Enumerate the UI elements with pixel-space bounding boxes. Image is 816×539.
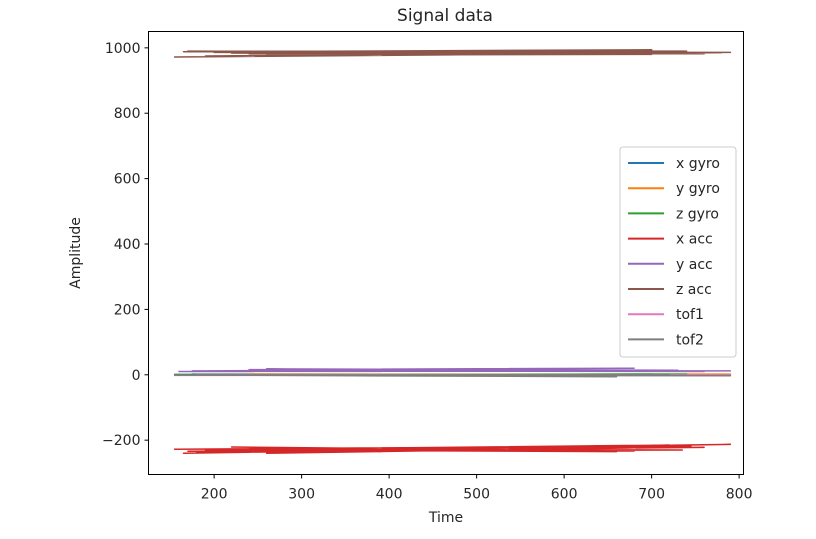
x-tick-label: 200: [201, 487, 228, 503]
legend-label: y acc: [676, 257, 713, 273]
series-line-tof2: [174, 374, 732, 378]
legend-label: x acc: [676, 232, 713, 248]
x-tick-label: 700: [638, 487, 665, 503]
series-layer: [174, 49, 732, 454]
y-tick-label: 800: [114, 106, 141, 122]
y-axis: −200 0 200 400 600 800 1000: [102, 41, 149, 449]
x-tick-label: 800: [726, 487, 753, 503]
series-line-x-acc: [174, 443, 732, 454]
y-tick-label: 0: [132, 368, 141, 384]
x-axis-label: Time: [428, 510, 463, 526]
legend-frame: [619, 146, 737, 358]
series-line-y-acc: [178, 367, 732, 373]
legend-entries: x gyro y gyro z gyro x acc y acc z acc tof1 tof…: [628, 156, 720, 348]
series-line-z-acc: [174, 49, 732, 58]
x-axis: 200 300 400 500 600 700 800: [201, 474, 753, 503]
y-tick-label: −200: [102, 433, 140, 449]
legend-label: x gyro: [676, 156, 720, 172]
x-tick-label: 400: [376, 487, 403, 503]
y-tick-label: 200: [114, 302, 141, 318]
legend-label: z gyro: [676, 206, 719, 222]
legend-label: y gyro: [676, 181, 720, 197]
chart-title: Signal data: [397, 6, 493, 26]
x-tick-label: 300: [288, 487, 315, 503]
x-tick-label: 600: [551, 487, 578, 503]
legend-label: z acc: [676, 282, 712, 298]
y-tick-label: 1000: [105, 41, 141, 57]
legend: x gyro y gyro z gyro x acc y acc z acc tof1 tof…: [619, 146, 737, 358]
y-tick-label: 400: [114, 237, 141, 253]
legend-label: tof2: [676, 332, 704, 348]
y-axis-label: Amplitude: [68, 217, 84, 289]
x-tick-label: 500: [463, 487, 490, 503]
legend-label: tof1: [676, 307, 704, 323]
axes-frame: [148, 31, 744, 475]
y-tick-label: 600: [114, 172, 141, 188]
